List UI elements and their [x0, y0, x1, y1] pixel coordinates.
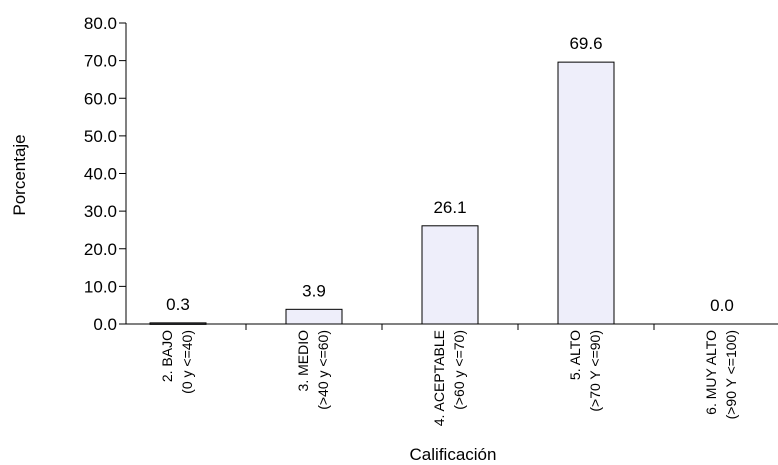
data-labels: 0.3 3.9 26.1 69.6 0.0: [166, 34, 734, 315]
y-tick-label: 20.0: [84, 240, 117, 259]
category-label: (>70 Y <=90): [587, 330, 603, 412]
bar: [285, 308, 343, 325]
y-axis-title: Porcentaje: [10, 134, 29, 215]
data-label: 69.6: [569, 34, 602, 53]
y-tick-label: 70.0: [84, 52, 117, 71]
y-tick-label: 0.0: [93, 315, 117, 334]
bar: [421, 225, 479, 325]
category-label: (0 y <=40): [179, 330, 195, 394]
bars: [149, 61, 615, 325]
category-label: 4. ACEPTABLE: [431, 330, 447, 426]
data-label: 0.0: [710, 296, 734, 315]
y-tick-label: 10.0: [84, 277, 117, 296]
y-tick-label: 80.0: [84, 14, 117, 33]
category-label: 5. ALTO: [567, 330, 583, 380]
category-label: (>60 y <=70): [451, 330, 467, 410]
y-tick-label: 50.0: [84, 127, 117, 146]
category-label: 2. BAJO: [159, 330, 175, 382]
category-label: 3. MEDIO: [295, 330, 311, 392]
data-label: 26.1: [433, 198, 466, 217]
bar: [557, 61, 615, 325]
category-label: (>90 Y <=100): [723, 330, 739, 419]
category-label: 6. MUY ALTO: [703, 330, 719, 415]
y-axis: 0.0 10.0 20.0 30.0 40.0 50.0 60.0 70.0 80.0: [84, 14, 127, 334]
x-axis-title: Calificación: [410, 445, 497, 464]
category-label: (>40 y <=60): [315, 330, 331, 410]
y-tick-label: 30.0: [84, 202, 117, 221]
y-tick-label: 60.0: [84, 89, 117, 108]
data-label: 0.3: [166, 295, 190, 314]
x-axis: 2. BAJO (0 y <=40) 3. MEDIO (>40 y <=60) 4. …: [126, 323, 778, 426]
y-tick-label: 40.0: [84, 165, 117, 184]
data-label: 3.9: [302, 281, 326, 300]
